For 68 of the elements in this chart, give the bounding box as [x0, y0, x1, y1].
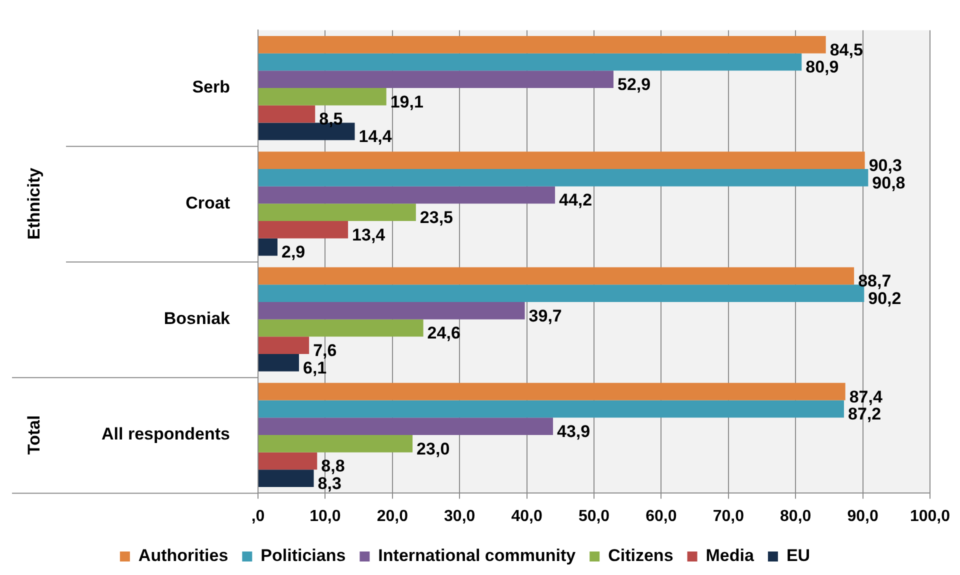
data-label: 90,2 — [868, 288, 902, 308]
x-tick-label: 30,0 — [444, 508, 476, 525]
data-label: 52,9 — [617, 75, 651, 94]
data-label: 80,9 — [806, 58, 839, 77]
data-label: 7,6 — [313, 341, 337, 360]
data-label: 23,5 — [420, 208, 454, 228]
x-tick-label: 70,0 — [712, 508, 744, 525]
legend-label: Politicians — [260, 546, 346, 566]
bar — [258, 36, 826, 54]
bar — [258, 53, 802, 71]
bar — [258, 186, 556, 204]
bar — [258, 452, 318, 470]
y-tick-label: Bosniak — [164, 309, 231, 328]
bar — [258, 168, 868, 186]
x-tick-label: 90,0 — [847, 508, 878, 525]
x-tick-label: ,0 — [251, 508, 265, 525]
data-label: 44,2 — [559, 190, 592, 210]
bar — [258, 152, 865, 169]
legend-label: EU — [786, 546, 810, 566]
legend-label: Citizens — [608, 546, 674, 566]
legend-label: Media — [706, 546, 754, 566]
legend-label: International community — [378, 546, 576, 566]
text: Ethnicity — [24, 167, 44, 240]
x-tick-label: 80,0 — [780, 508, 812, 525]
data-label: 14,4 — [358, 127, 392, 146]
y-tick-label: All respondents — [102, 424, 230, 444]
data-label: 2,9 — [281, 242, 306, 262]
bar — [258, 319, 424, 337]
data-label: 8,8 — [321, 456, 345, 476]
bar — [258, 105, 316, 123]
data-label: 88,7 — [858, 272, 892, 291]
bar — [258, 336, 310, 354]
bar — [258, 418, 554, 435]
bar — [258, 267, 854, 285]
data-label: 24,6 — [427, 324, 460, 343]
y-tick-label: Croat — [186, 193, 230, 212]
data-label: 90,3 — [868, 156, 902, 175]
data-label: 84,5 — [830, 40, 863, 60]
data-label: 6,1 — [302, 358, 327, 378]
bar — [258, 204, 416, 222]
data-label: 39,7 — [528, 306, 562, 326]
legend-label: Authorities — [138, 546, 228, 566]
data-label: 13,4 — [352, 225, 386, 244]
bar — [258, 382, 846, 400]
bar — [258, 400, 844, 418]
x-tick-label: 20,0 — [376, 508, 408, 525]
bar — [258, 354, 299, 372]
x-tick-label: 10,0 — [310, 508, 341, 525]
bar — [258, 70, 614, 88]
data-label: 43,9 — [557, 422, 590, 441]
bar — [258, 434, 413, 452]
bar — [258, 221, 348, 238]
data-label: 87,4 — [849, 387, 883, 406]
data-label: 87,2 — [848, 404, 882, 424]
x-tick-label: 100,0 — [910, 508, 950, 525]
bar — [258, 88, 386, 106]
x-tick-label: 40,0 — [511, 508, 542, 525]
data-label: 8,3 — [318, 474, 342, 494]
data-label: 19,1 — [390, 92, 424, 112]
bar — [258, 238, 278, 256]
x-tick-label: 50,0 — [578, 508, 610, 525]
bar — [258, 470, 314, 488]
bar — [258, 302, 525, 320]
data-label: 90,8 — [872, 173, 906, 192]
y-tick-label: Serb — [192, 78, 230, 97]
data-label: 23,0 — [416, 439, 450, 458]
text: Total — [24, 415, 44, 455]
x-tick-label: 60,0 — [646, 508, 677, 525]
